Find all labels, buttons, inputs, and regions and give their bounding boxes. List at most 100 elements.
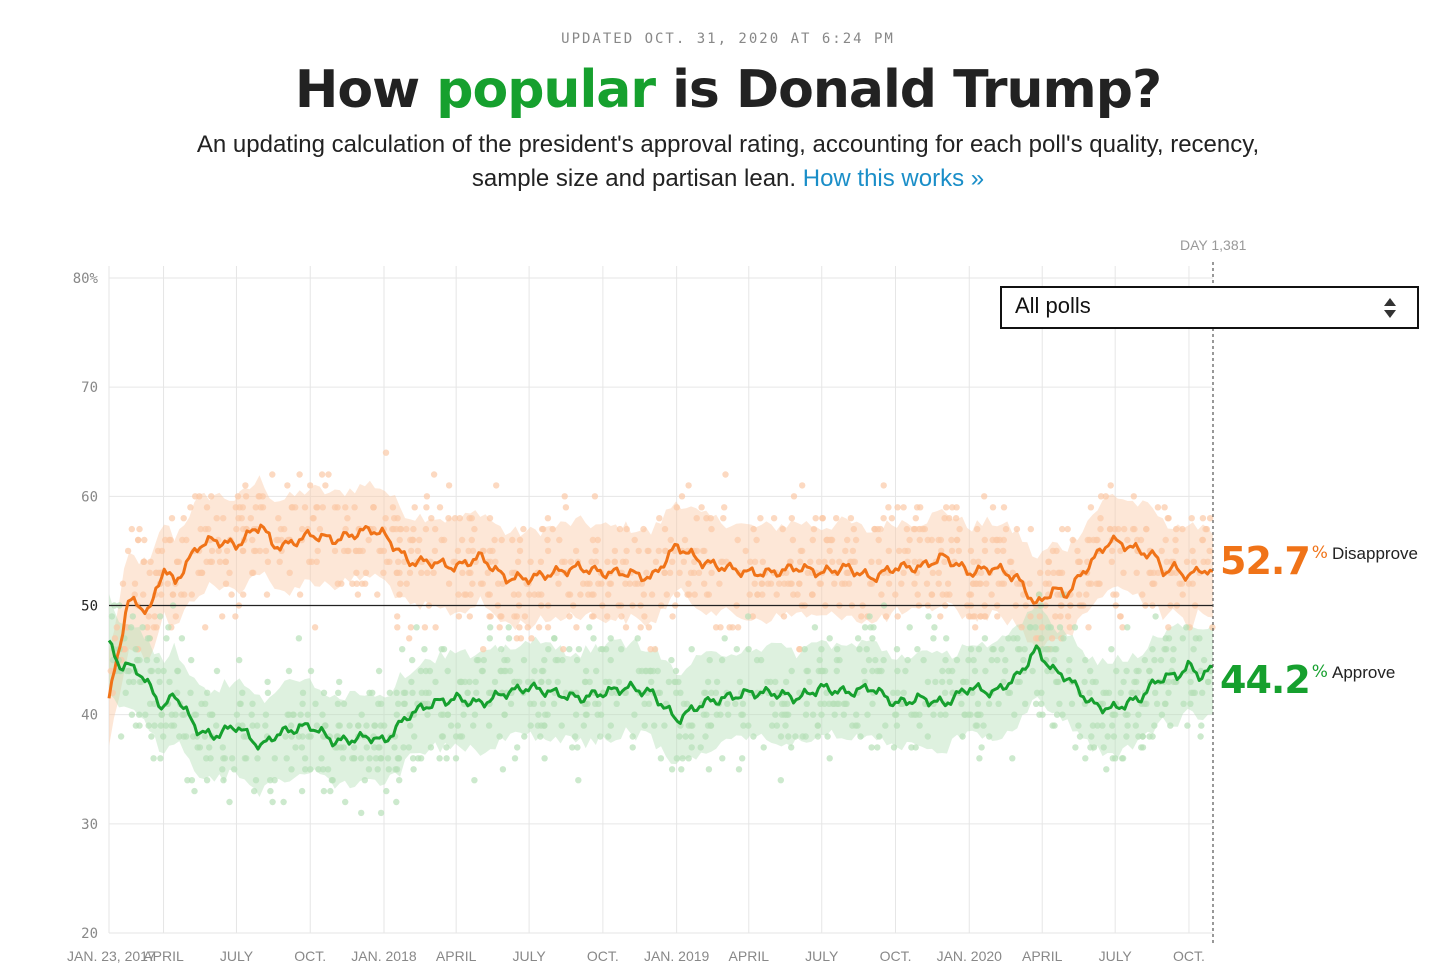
approve-poll-dot xyxy=(551,635,558,642)
approve-poll-dot xyxy=(985,700,993,707)
disapprove-poll-dot xyxy=(331,504,339,511)
approve-poll-dot xyxy=(375,744,382,751)
approve-poll-dot xyxy=(524,678,532,686)
approve-poll-dot xyxy=(136,722,143,729)
disapprove-poll-dot xyxy=(128,525,135,533)
disapprove-poll-dot xyxy=(967,591,975,598)
disapprove-poll-dot xyxy=(1172,536,1179,544)
approve-poll-dot xyxy=(893,646,901,653)
approve-poll-dot xyxy=(708,689,715,696)
approve-poll-dot xyxy=(162,722,170,729)
disapprove-poll-dot xyxy=(1049,547,1057,555)
approve-poll-dot xyxy=(946,678,953,686)
disapprove-poll-dot xyxy=(894,613,901,620)
approve-poll-dot xyxy=(409,755,417,762)
approve-poll-dot xyxy=(287,722,295,729)
approve-poll-dot xyxy=(586,624,593,631)
disapprove-poll-dot xyxy=(471,525,478,533)
approve-poll-dot xyxy=(422,689,430,696)
how-this-works-link[interactable]: How this works » xyxy=(802,165,985,192)
disapprove-poll-dot xyxy=(135,536,142,544)
disapprove-poll-dot xyxy=(937,536,945,544)
disapprove-poll-dot xyxy=(1102,493,1110,500)
disapprove-poll-dot xyxy=(1059,525,1066,533)
approve-poll-dot xyxy=(204,689,211,696)
disapprove-poll-dot xyxy=(623,525,630,533)
disapprove-poll-dot xyxy=(970,558,977,565)
disapprove-poll-dot xyxy=(952,515,960,522)
disapprove-poll-dot xyxy=(894,504,901,511)
approve-poll-dot xyxy=(713,678,721,686)
approve-poll-dot xyxy=(1044,624,1052,631)
poll-type-select[interactable]: All polls xyxy=(1000,286,1419,329)
approve-poll-dot xyxy=(358,711,365,718)
disapprove-poll-dot xyxy=(344,515,351,522)
disapprove-poll-dot xyxy=(880,515,887,522)
approve-poll-dot xyxy=(184,777,191,784)
disapprove-poll-dot xyxy=(252,504,259,511)
approve-poll-dot xyxy=(750,733,757,740)
updated-timestamp: UPDATED OCT. 31, 2020 AT 6:24 PM xyxy=(561,31,895,47)
disapprove-poll-dot xyxy=(240,547,247,555)
disapprove-poll-dot xyxy=(1000,504,1008,511)
disapprove-poll-dot xyxy=(878,591,885,598)
approve-poll-dot xyxy=(602,646,610,653)
disapprove-poll-dot xyxy=(469,580,476,587)
disapprove-poll-dot xyxy=(720,515,727,522)
approve-poll-dot xyxy=(865,656,873,664)
disapprove-poll-dot xyxy=(669,558,676,565)
disapprove-poll-dot xyxy=(178,591,185,598)
approve-poll-dot xyxy=(392,766,399,773)
disapprove-poll-dot xyxy=(465,547,472,555)
disapprove-poll-dot xyxy=(1162,536,1169,544)
approve-poll-dot xyxy=(575,646,583,653)
approve-poll-dot xyxy=(866,613,873,620)
approve-poll-dot xyxy=(421,646,428,653)
x-tick-label: APRIL xyxy=(436,948,477,964)
disapprove-poll-dot xyxy=(586,580,593,587)
approve-poll-dot xyxy=(688,733,695,740)
approve-poll-dot xyxy=(824,733,831,740)
disapprove-poll-dot xyxy=(1037,569,1044,576)
disapprove-poll-dot xyxy=(604,558,611,565)
approve-poll-dot xyxy=(802,711,810,718)
approve-poll-dot xyxy=(668,766,676,773)
disapprove-poll-dot xyxy=(466,515,473,522)
approve-poll-dot xyxy=(146,700,154,707)
approve-poll-dot xyxy=(1100,744,1107,751)
disapprove-poll-dot xyxy=(640,525,647,533)
approve-poll-dot xyxy=(213,722,220,729)
disapprove-poll-dot xyxy=(319,504,326,511)
disapprove-poll-dot xyxy=(205,525,212,533)
approve-poll-dot xyxy=(393,798,400,806)
disapprove-poll-dot xyxy=(487,613,494,620)
approve-poll-dot xyxy=(980,722,987,729)
approve-poll-dot xyxy=(478,667,486,675)
approve-poll-dot xyxy=(520,656,528,664)
disapprove-poll-dot xyxy=(276,558,283,565)
approve-poll-dot xyxy=(656,689,664,696)
approve-poll-dot xyxy=(327,787,334,795)
disapprove-poll-dot xyxy=(734,624,742,631)
approve-poll-dot xyxy=(220,777,227,784)
approve-poll-dot xyxy=(505,635,513,642)
disapprove-poll-dot xyxy=(708,525,715,533)
approve-poll-dot xyxy=(930,711,937,718)
disapprove-poll-dot xyxy=(685,482,692,489)
approve-poll-dot xyxy=(1141,656,1149,664)
approve-poll-dot xyxy=(236,656,243,664)
disapprove-poll-dot xyxy=(1036,613,1044,620)
disapprove-poll-dot xyxy=(365,536,372,544)
disapprove-poll-dot xyxy=(1154,569,1162,576)
approve-poll-dot xyxy=(514,744,521,751)
approve-poll-dot xyxy=(890,744,898,751)
disapprove-poll-dot xyxy=(515,591,522,598)
approve-poll-dot xyxy=(541,656,548,664)
approve-poll-dot xyxy=(1103,766,1110,773)
approve-poll-dot xyxy=(572,733,579,740)
disapprove-poll-dot xyxy=(637,624,644,631)
disapprove-poll-dot xyxy=(981,493,988,500)
disapprove-poll-dot xyxy=(183,536,190,544)
disapprove-poll-dot xyxy=(1113,591,1120,598)
approve-poll-dot xyxy=(1110,733,1118,740)
